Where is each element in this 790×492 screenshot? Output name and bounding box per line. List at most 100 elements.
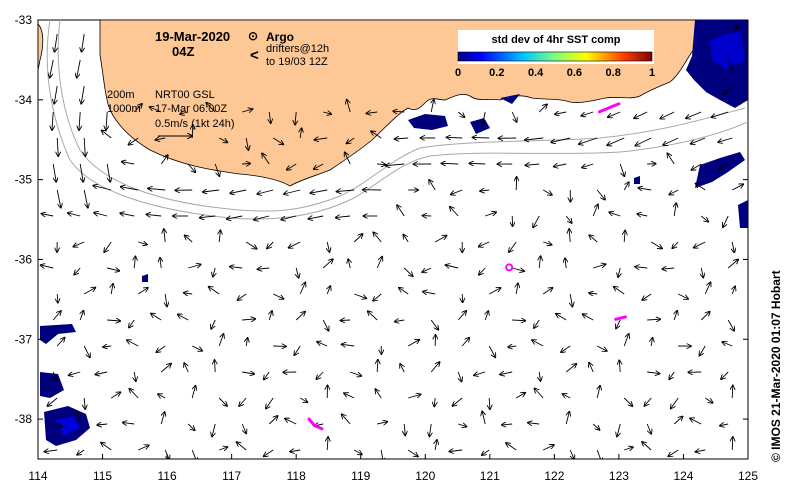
current-vector-arrow xyxy=(704,397,712,403)
current-vector-arrow xyxy=(569,229,570,243)
current-vector-arrow xyxy=(209,287,220,295)
current-vector-arrow xyxy=(129,137,139,145)
current-vector-arrow xyxy=(399,288,409,295)
current-vector-arrow xyxy=(44,450,58,452)
current-vector-arrow xyxy=(146,214,162,216)
current-vector-arrow xyxy=(623,397,632,406)
current-vector-arrow xyxy=(482,449,490,455)
current-vector-arrow xyxy=(663,137,679,145)
current-vector-arrow xyxy=(647,372,659,374)
current-vector-arrow xyxy=(377,422,387,424)
current-vector-arrow xyxy=(423,292,436,294)
y-tick-label: -37 xyxy=(15,332,33,346)
current-vector-arrow xyxy=(485,212,496,217)
current-vector-arrow xyxy=(712,111,729,117)
current-vector-arrow xyxy=(457,311,466,321)
current-vector-arrow xyxy=(77,59,81,78)
current-vector-arrow xyxy=(294,345,301,355)
current-vector-arrow xyxy=(617,423,620,437)
current-vector-arrow xyxy=(341,320,351,321)
y-axis-ticks: -33 -34 -35 -36 -37 -38 xyxy=(15,13,748,426)
current-vector-arrow xyxy=(429,180,436,191)
current-vector-arrow xyxy=(272,137,283,144)
current-vector-arrow xyxy=(290,450,301,452)
current-vector-arrow xyxy=(120,213,135,216)
current-vector-arrow xyxy=(647,319,660,320)
current-vector-arrow xyxy=(258,268,270,269)
current-vector-arrow xyxy=(237,442,247,451)
current-vector-arrow xyxy=(373,232,382,243)
product-date-label: 17-Mar 06:00Z xyxy=(155,103,227,115)
current-vector-arrow xyxy=(137,288,148,295)
current-vector-arrow xyxy=(395,320,405,322)
current-vector-arrow xyxy=(701,267,703,278)
current-vector-arrow xyxy=(52,311,61,321)
current-vector-arrow xyxy=(596,345,607,351)
current-vector-arrow xyxy=(678,293,688,299)
current-vector-arrow xyxy=(103,346,112,347)
current-vector-arrow xyxy=(218,334,223,347)
current-vector-arrow xyxy=(122,162,135,164)
current-vector-arrow xyxy=(593,264,605,269)
current-vector-arrow xyxy=(178,314,189,321)
current-vector-arrow xyxy=(84,397,85,409)
current-vector-arrow xyxy=(151,314,162,321)
current-vector-arrow xyxy=(164,229,165,243)
current-vector-arrow xyxy=(589,293,598,294)
current-vector-arrow xyxy=(83,345,90,357)
current-vector-arrow xyxy=(246,137,248,150)
current-vector-arrow xyxy=(375,389,382,399)
current-vector-arrow xyxy=(104,241,112,252)
current-vector-arrow xyxy=(295,312,305,321)
current-vector-arrow xyxy=(579,137,598,144)
current-vector-arrow xyxy=(596,449,602,459)
x-tick-label: 119 xyxy=(351,469,370,483)
current-vectors xyxy=(41,26,744,459)
current-vector-arrow xyxy=(480,190,490,191)
current-vector-arrow xyxy=(619,163,624,176)
current-vector-arrow xyxy=(57,293,58,303)
current-vector-arrow xyxy=(570,293,572,307)
current-vector-arrow xyxy=(671,397,679,409)
current-vector-arrow xyxy=(646,423,651,434)
current-vector-arrow xyxy=(56,189,61,208)
current-vector-arrow xyxy=(470,163,486,164)
current-vector-arrow xyxy=(561,345,571,352)
current-vector-arrow xyxy=(623,334,629,347)
current-vector-arrow xyxy=(314,163,324,169)
current-vector-arrow xyxy=(539,256,540,269)
current-vector-arrow xyxy=(718,137,733,142)
current-vector-arrow xyxy=(129,319,135,328)
current-vector-arrow xyxy=(322,259,333,269)
current-vector-arrow xyxy=(200,216,216,218)
current-vector-arrow xyxy=(165,293,167,306)
current-vector-arrow xyxy=(82,33,85,52)
current-vector-arrow xyxy=(242,372,254,374)
current-vector-arrow xyxy=(582,163,594,168)
argo-float-marker xyxy=(505,263,514,272)
current-vector-arrow xyxy=(408,394,420,399)
current-vector-arrow xyxy=(354,293,366,298)
current-vector-arrow xyxy=(430,319,438,330)
sst-stddev-patches xyxy=(40,20,748,446)
current-vector-arrow xyxy=(371,131,382,139)
current-vector-arrow xyxy=(538,104,547,113)
current-vector-arrow xyxy=(449,450,463,452)
current-vector-arrow xyxy=(554,164,567,167)
current-vector-arrow xyxy=(102,130,112,139)
current-vector-arrow xyxy=(457,111,464,117)
current-vector-arrow xyxy=(353,234,362,243)
current-vector-arrow xyxy=(367,112,378,113)
current-vector-arrow xyxy=(377,164,385,165)
y-tick-label: -36 xyxy=(15,252,33,266)
current-vector-arrow xyxy=(219,447,227,450)
colorbar-tick-label: 0.4 xyxy=(528,67,544,79)
current-vector-arrow xyxy=(81,85,85,104)
current-vector-arrow xyxy=(97,424,108,425)
current-vector-arrow xyxy=(266,397,274,409)
current-vector-arrow xyxy=(213,267,215,277)
current-vector-arrow xyxy=(511,111,517,122)
current-vector-arrow xyxy=(400,364,405,373)
current-vector-arrow xyxy=(84,137,85,156)
current-vector-arrow xyxy=(451,189,463,194)
